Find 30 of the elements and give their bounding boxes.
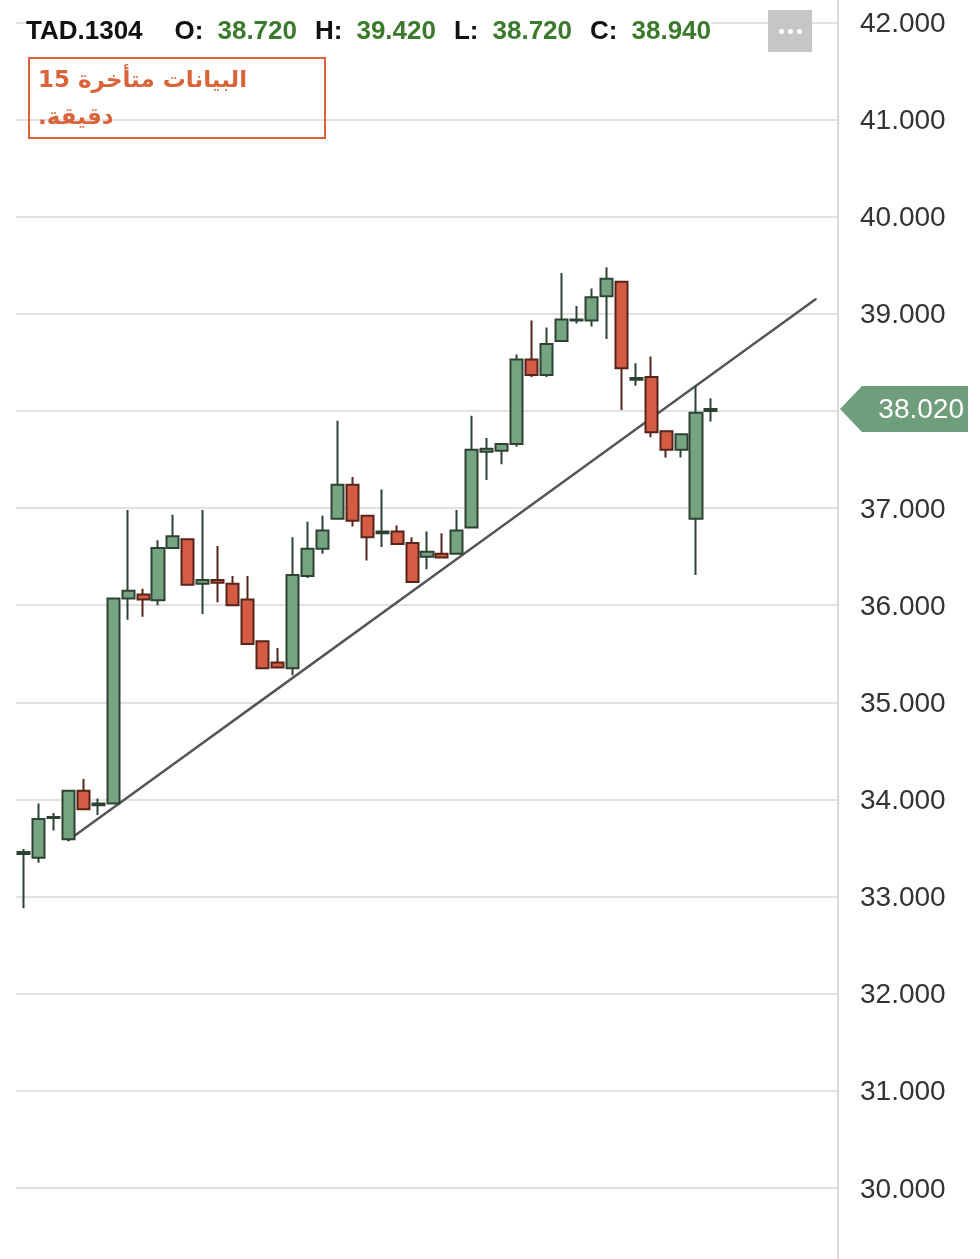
candlestick (524, 319, 539, 378)
y-tick-label: 31.000 (860, 1075, 946, 1107)
candlestick (330, 419, 345, 520)
y-tick-label: 36.000 (860, 589, 946, 621)
y-tick-label: 33.000 (860, 881, 946, 913)
candlestick (375, 488, 390, 548)
candlestick (539, 326, 554, 378)
y-tick-label: 40.000 (860, 201, 946, 233)
candlestick (614, 280, 629, 411)
candlestick (76, 778, 91, 811)
candlestick (629, 362, 644, 387)
candlestick (180, 538, 195, 586)
y-tick-label: 34.000 (860, 784, 946, 815)
y-tick-label: 30.000 (860, 1172, 946, 1204)
candlestick (434, 532, 449, 559)
candlestick (419, 530, 435, 571)
candlestick (449, 509, 464, 555)
text: O: 38.720 H: 39.420 L: 38.720 C: 38.940 (174, 14, 712, 46)
y-tick-label: 41.000 (860, 103, 946, 135)
annotation: البيانات متأخرة 15 دقيقة. (38, 63, 249, 131)
text: TAD.1304 (26, 14, 143, 46)
y-tick-label: 39.000 (860, 298, 946, 330)
candlestick (136, 587, 151, 618)
y-tick-label: 42.000 (860, 6, 946, 38)
y-tick-label: 32.000 (860, 978, 946, 1010)
text: 38.020 (840, 385, 968, 432)
y-tick-label: 35.000 (860, 686, 946, 718)
candlestick (195, 509, 210, 615)
y-tick-label: 37.000 (860, 492, 946, 524)
candlestick (703, 397, 718, 423)
